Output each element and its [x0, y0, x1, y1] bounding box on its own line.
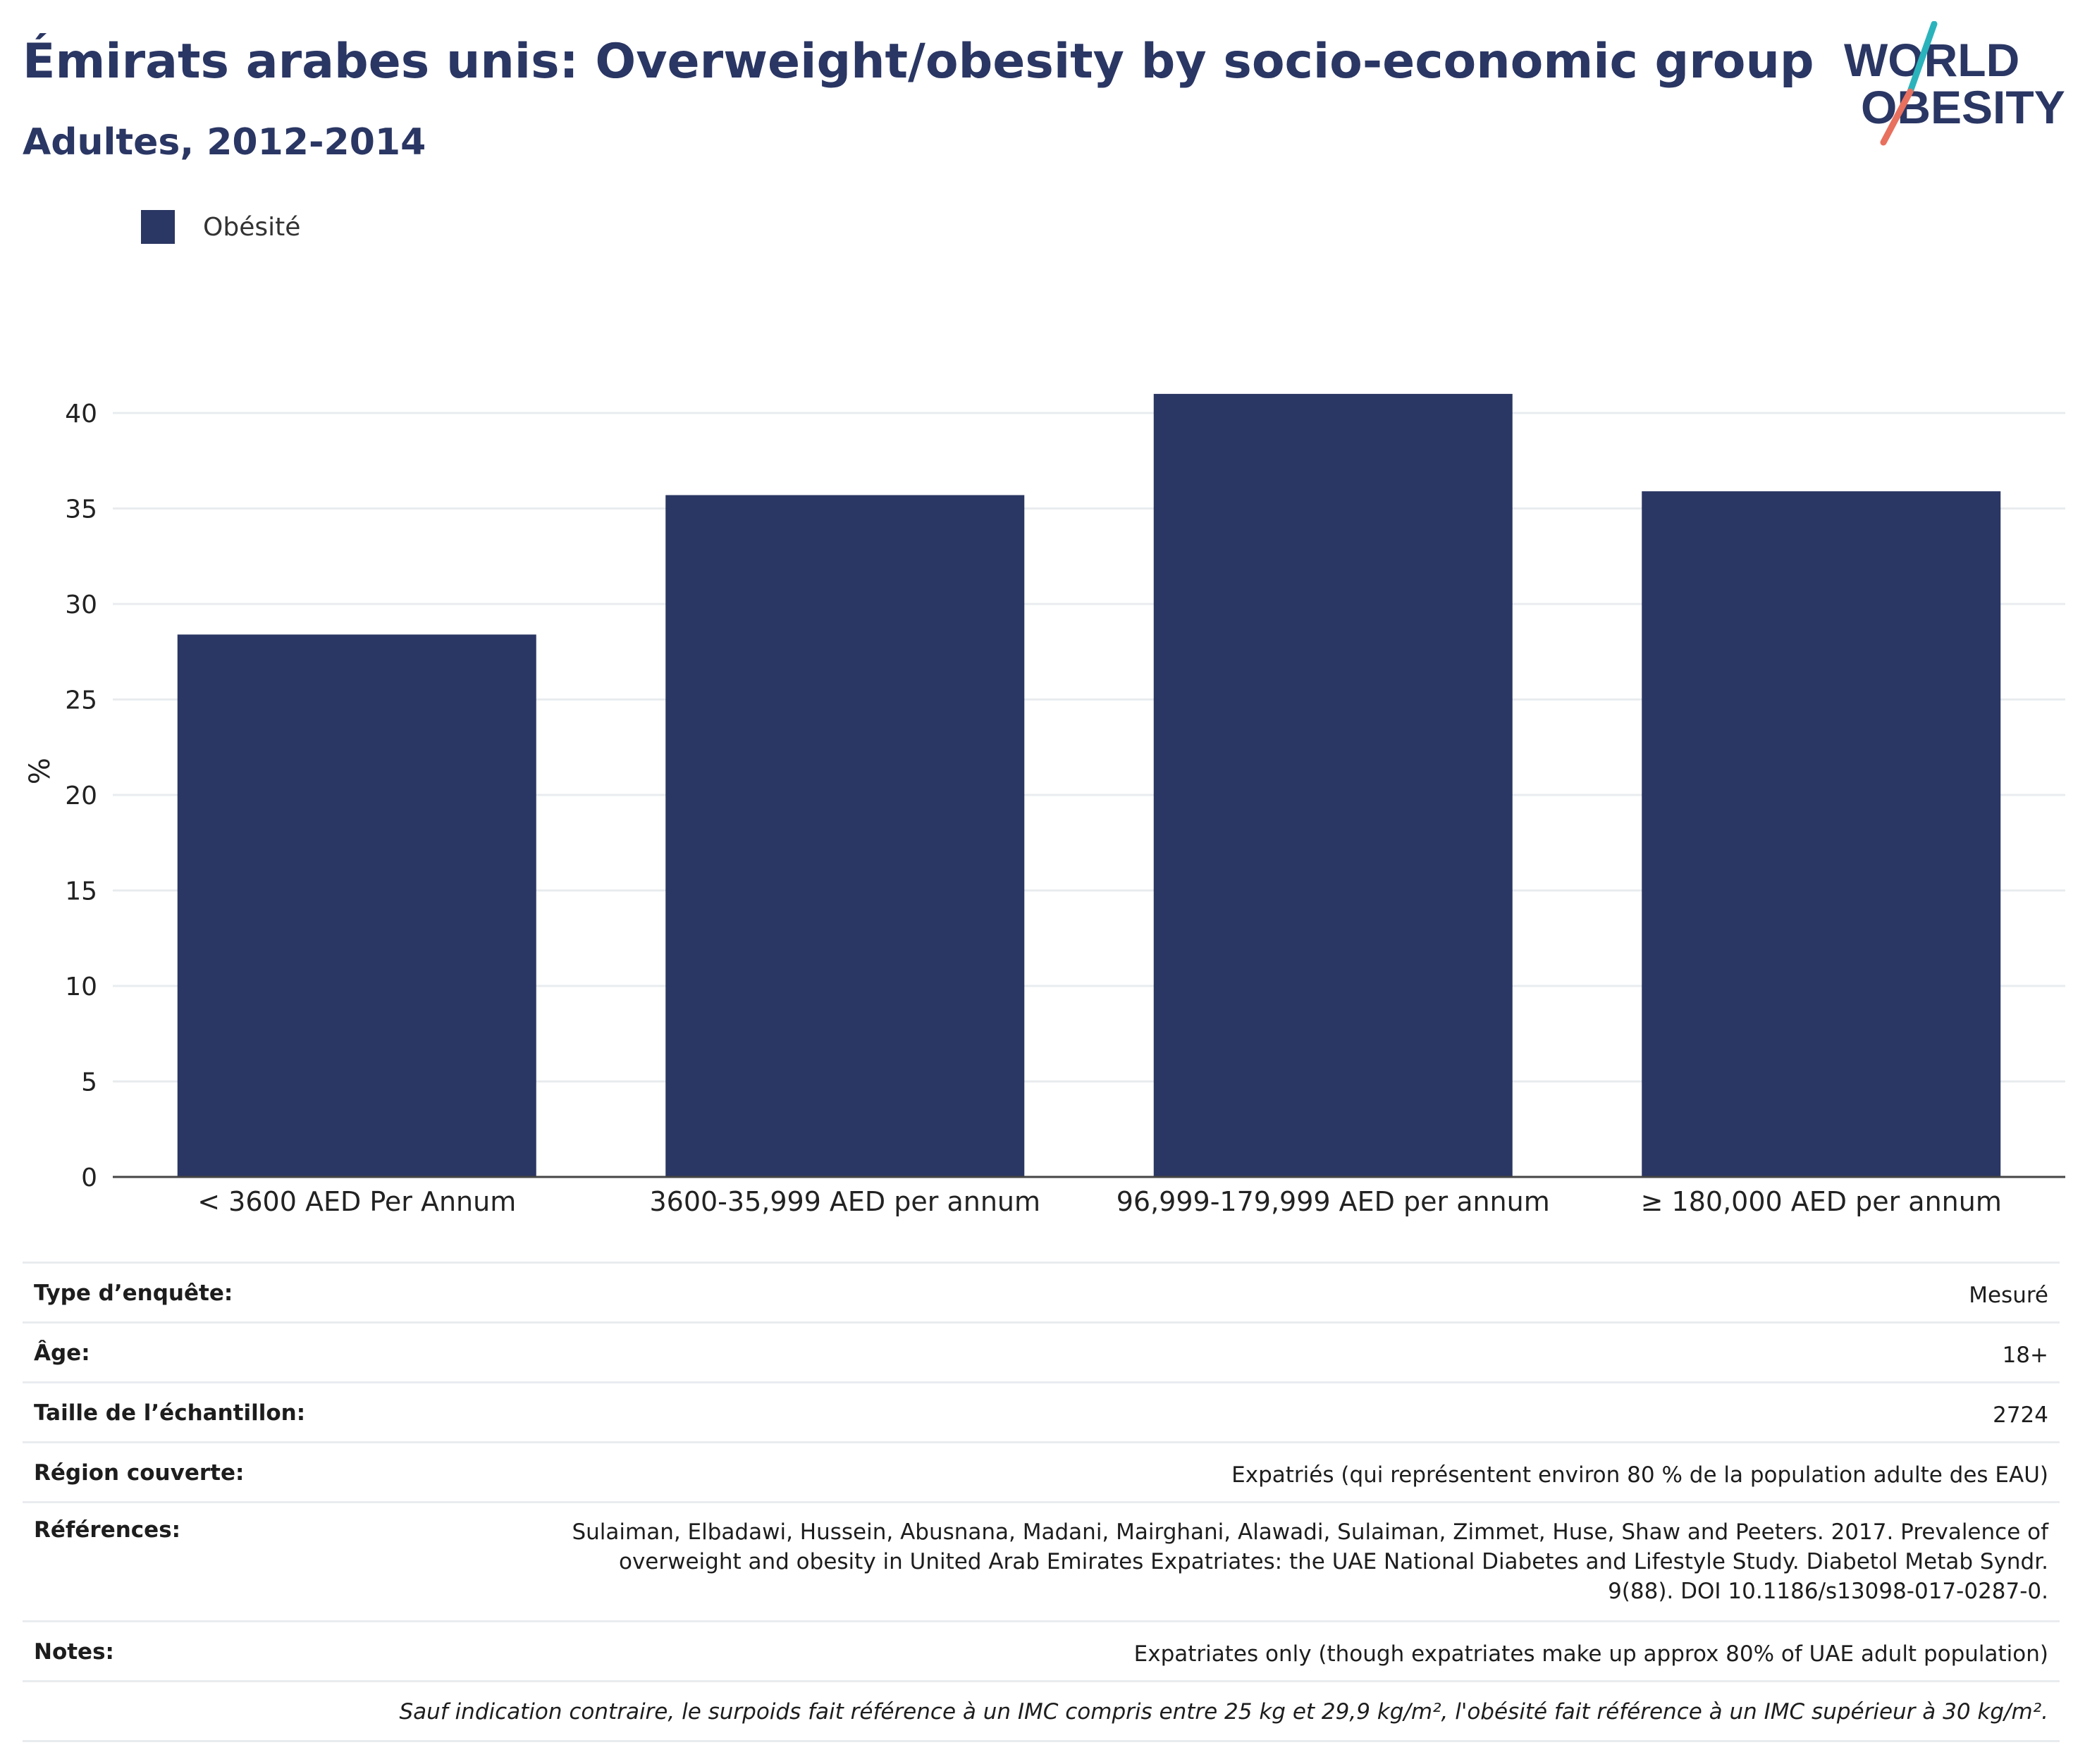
- logo-slash-teal: [1907, 21, 1938, 95]
- bar-4: [1642, 491, 2001, 1177]
- y-tick-label: 15: [65, 877, 97, 906]
- info-value: 18+: [344, 1321, 2060, 1383]
- bar-3: [1153, 393, 1513, 1177]
- info-label: Région couverte:: [23, 1441, 345, 1503]
- info-value: Expatriés (qui représentent environ 80 %…: [344, 1441, 2060, 1503]
- bar-chart: 0 5 10 15 20 25 30 35 40% < 3600 AED Per Annum 360…: [24, 393, 2065, 1217]
- info-row-age: Âge: 18+: [23, 1321, 2060, 1383]
- reference-text: Sulaiman, Elbadawi, Hussein, Abusnana, M…: [572, 1519, 2048, 1604]
- y-tick-label: 0: [81, 1164, 97, 1192]
- info-row-sample-size: Taille de l’échantillon: 2724: [23, 1381, 2060, 1443]
- y-tick-label: 35: [65, 495, 97, 524]
- x-tick-label: < 3600 AED Per Annum: [197, 1186, 516, 1217]
- info-row-region: Région couverte: Expatriés (qui représen…: [23, 1441, 2060, 1503]
- y-axis-title: %: [24, 758, 56, 784]
- info-label: Notes:: [23, 1620, 345, 1682]
- logo-text-world: WORLD: [1844, 34, 2019, 86]
- x-tick-label: 3600-35,999 AED per annum: [649, 1186, 1040, 1217]
- x-tick-label: 96,999-179,999 AED per annum: [1117, 1186, 1550, 1217]
- info-label: Type d’enquête:: [23, 1262, 345, 1323]
- chart-subtitle: Adultes, 2012-2014: [23, 121, 426, 164]
- info-label: Taille de l’échantillon:: [23, 1381, 345, 1443]
- info-row-survey-type: Type d’enquête: Mesuré: [23, 1262, 2060, 1323]
- bar-1: [177, 634, 536, 1177]
- info-row-footnote: Sauf indication contraire, le surpoids f…: [23, 1680, 2060, 1742]
- chart-title: Émirats arabes unis: Overweight/obesity …: [23, 34, 1814, 90]
- info-label: Âge:: [23, 1321, 345, 1383]
- info-value-reference: Sulaiman, Elbadawi, Hussein, Abusnana, M…: [344, 1501, 2060, 1622]
- y-tick-label: 10: [65, 973, 97, 1001]
- y-tick-label: 20: [65, 782, 97, 810]
- info-label: Références:: [23, 1501, 345, 1622]
- survey-info-table: Type d’enquête: Mesuré Âge: 18+ Taille d…: [23, 1262, 2060, 1742]
- info-value: Mesuré: [344, 1262, 2060, 1323]
- bmi-footnote: Sauf indication contraire, le surpoids f…: [23, 1680, 2060, 1742]
- chart-legend: Obésité: [141, 210, 300, 244]
- legend-swatch: [141, 210, 175, 244]
- info-row-notes: Notes: Expatriates only (though expatria…: [23, 1620, 2060, 1682]
- info-value: Expatriates only (though expatriates mak…: [344, 1620, 2060, 1682]
- world-obesity-logo: WORLD OBESITY: [1844, 21, 2065, 146]
- info-value: 2724: [344, 1381, 2060, 1443]
- logo-slash-coral: [1880, 88, 1914, 146]
- legend-label: Obésité: [203, 212, 301, 242]
- info-row-references: Références: Sulaiman, Elbadawi, Hussein,…: [23, 1501, 2060, 1622]
- y-tick-label: 40: [65, 400, 97, 428]
- y-tick-label: 5: [81, 1068, 97, 1097]
- x-tick-label: ≥ 180,000 AED per annum: [1641, 1186, 2002, 1217]
- y-tick-label: 25: [65, 686, 97, 715]
- y-tick-label: 30: [65, 591, 97, 619]
- bar-2: [665, 495, 1025, 1177]
